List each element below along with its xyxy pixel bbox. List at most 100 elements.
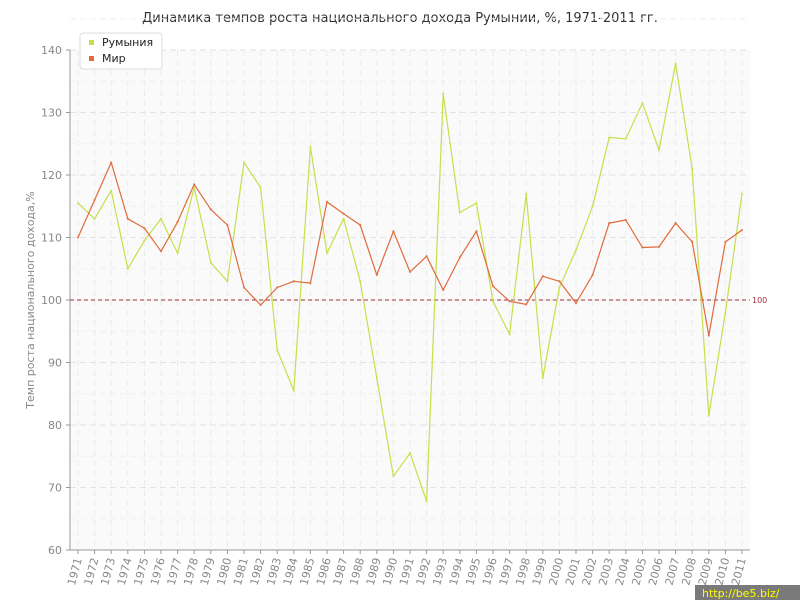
data-point (475, 201, 478, 205)
data-point (159, 250, 163, 253)
data-point (475, 230, 478, 233)
data-point (707, 414, 710, 417)
y-tick-label: 90 (48, 357, 62, 370)
y-tick-label: 70 (48, 482, 62, 495)
data-point (309, 281, 312, 285)
data-point (76, 201, 80, 205)
data-point (558, 280, 561, 283)
y-tick-label: 130 (41, 107, 62, 120)
data-point (641, 246, 644, 249)
data-point (657, 245, 661, 249)
data-point (93, 217, 96, 220)
y-tick-label: 110 (41, 232, 62, 245)
data-point (276, 348, 279, 352)
data-point (442, 288, 445, 292)
data-point (276, 286, 279, 289)
data-point (342, 212, 345, 215)
series-group (76, 62, 744, 503)
reference-line-label: 100 (752, 296, 767, 305)
data-point (242, 161, 246, 164)
data-point (375, 376, 378, 380)
legend-box (79, 32, 163, 70)
data-point (342, 217, 345, 220)
data-point (226, 223, 229, 227)
data-point (541, 275, 544, 278)
data-point (359, 280, 362, 283)
data-point (126, 267, 129, 270)
data-point (657, 148, 661, 152)
data-point (159, 217, 163, 220)
data-point (392, 230, 395, 233)
legend-label: Румыния (102, 36, 153, 49)
y-tick-label: 100 (41, 294, 62, 307)
data-point (193, 183, 196, 186)
data-point (442, 92, 445, 95)
data-point (292, 280, 295, 283)
data-point (325, 251, 329, 255)
data-point (707, 334, 710, 337)
data-point (325, 200, 329, 204)
data-point (209, 261, 212, 264)
data-point (724, 311, 727, 314)
legend-label: Мир (102, 52, 126, 65)
data-point (541, 376, 544, 380)
data-point (176, 220, 179, 224)
data-point (425, 255, 428, 258)
data-point (508, 333, 511, 336)
data-point (110, 161, 113, 164)
data-point (408, 270, 412, 274)
data-point (574, 301, 578, 305)
data-point (309, 145, 312, 149)
data-point (408, 451, 412, 455)
data-point (76, 236, 80, 239)
data-point (359, 223, 362, 227)
data-point (458, 211, 461, 214)
data-point (608, 221, 611, 225)
data-point (491, 285, 495, 288)
data-point (591, 273, 594, 277)
legend-swatch (89, 56, 94, 61)
data-point (392, 475, 395, 478)
watermark-text: http://be5.biz/ (702, 587, 780, 600)
data-point (674, 221, 677, 225)
legend-swatch (89, 40, 94, 45)
x-tick-label: 2011 (729, 556, 749, 586)
legend: Румыния Мир (79, 32, 163, 70)
data-point (508, 300, 511, 303)
data-point (425, 500, 428, 503)
data-point (242, 286, 246, 289)
data-point (691, 240, 694, 244)
data-point (292, 389, 295, 392)
y-tick-label: 80 (48, 419, 62, 432)
data-point (608, 136, 611, 139)
data-point (674, 62, 677, 65)
data-point (259, 186, 262, 189)
data-point (724, 240, 727, 244)
y-axis-label: Темп роста национального дохода,% (24, 191, 37, 409)
data-point (525, 303, 528, 306)
data-point (209, 208, 212, 211)
data-point (226, 280, 229, 283)
data-point (525, 192, 528, 195)
data-point (624, 137, 627, 140)
y-tick-label: 120 (41, 169, 62, 182)
data-point (259, 303, 262, 307)
data-point (143, 226, 146, 230)
data-point (574, 248, 578, 252)
data-point (93, 198, 96, 202)
data-point (491, 300, 495, 303)
data-point (458, 256, 461, 259)
y-tick-label: 60 (48, 544, 62, 557)
y-tick-label: 140 (41, 44, 62, 57)
reference-line-group: 100 (70, 296, 767, 305)
data-point (143, 239, 146, 242)
data-point (558, 286, 561, 289)
data-point (375, 273, 378, 277)
watermark: http://be5.biz/ (695, 585, 800, 600)
data-point (110, 189, 113, 192)
data-point (740, 192, 744, 195)
data-point (740, 228, 744, 232)
data-point (624, 218, 627, 222)
